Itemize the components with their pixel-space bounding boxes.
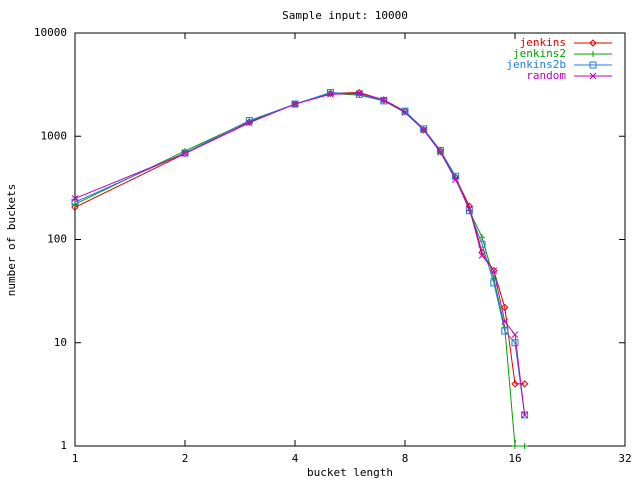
marker <box>181 150 189 157</box>
marker <box>511 331 519 338</box>
marker <box>326 89 334 97</box>
y-tick-label: 10 <box>54 336 67 349</box>
legend-label: random <box>526 69 566 82</box>
marker <box>291 100 299 108</box>
marker <box>501 327 509 335</box>
y-tick-label: 1 <box>60 439 67 452</box>
chart-title: Sample input: 10000 <box>282 9 408 22</box>
x-tick-label: 4 <box>292 452 299 465</box>
marker <box>590 51 596 57</box>
marker <box>521 411 528 419</box>
series-line <box>74 92 525 447</box>
x-tick-label: 16 <box>508 452 521 465</box>
marker <box>501 303 509 312</box>
marker <box>520 380 529 388</box>
x-tick-label: 32 <box>618 452 631 465</box>
series-line <box>74 92 526 415</box>
marker <box>245 119 253 127</box>
marker <box>71 195 79 202</box>
marker <box>401 109 409 116</box>
marker <box>521 443 528 449</box>
marker <box>327 90 334 98</box>
y-tick-label: 100 <box>47 233 67 246</box>
marker <box>589 72 597 80</box>
marker <box>380 97 388 105</box>
marker <box>71 198 79 206</box>
marker <box>420 125 428 133</box>
marker <box>511 380 519 388</box>
y-tick-label: 10000 <box>34 26 67 39</box>
x-tick-label: 8 <box>402 452 409 465</box>
marker <box>589 39 597 47</box>
marker <box>245 117 253 125</box>
marker <box>512 443 518 449</box>
marker <box>181 149 189 157</box>
marker <box>355 90 363 97</box>
marker <box>291 100 299 108</box>
marker <box>71 203 79 212</box>
legend-label: jenkins <box>520 36 566 49</box>
marker <box>490 267 498 274</box>
marker <box>419 126 428 134</box>
x-tick-label: 1 <box>72 452 79 465</box>
marker <box>436 146 444 154</box>
legend-label: jenkins2 <box>513 47 566 60</box>
x-tick-label: 2 <box>182 452 189 465</box>
series-line <box>74 92 526 415</box>
marker <box>420 126 428 134</box>
marker <box>452 176 459 183</box>
x-axis-label: bucket length <box>307 466 393 479</box>
marker <box>511 339 519 347</box>
legend-label: jenkins2b <box>506 58 566 71</box>
marker <box>437 148 444 156</box>
y-tick-label: 1000 <box>41 129 68 142</box>
marker <box>380 96 388 104</box>
marker <box>490 266 498 275</box>
y-axis-label: number of buckets <box>5 184 18 297</box>
marker <box>501 318 509 326</box>
marker <box>465 205 473 212</box>
marker <box>479 234 486 241</box>
marker <box>478 252 486 259</box>
marker <box>589 61 597 69</box>
series-line <box>74 92 525 385</box>
